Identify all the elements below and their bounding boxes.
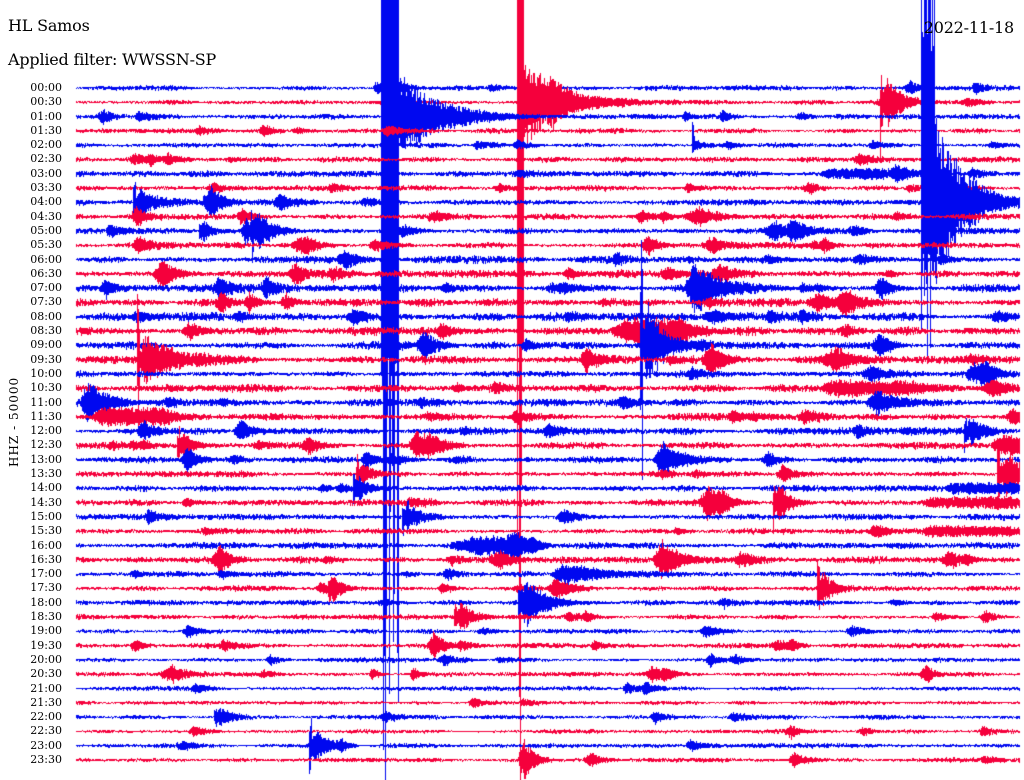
trace-time-label: 05:00 [30, 223, 62, 237]
trace-time-label: 23:00 [30, 738, 62, 752]
trace-time-label: 20:00 [30, 652, 62, 666]
trace-time-label: 02:30 [30, 152, 62, 166]
trace-time-label: 16:00 [30, 538, 62, 552]
trace-time-label: 21:00 [30, 681, 62, 695]
trace-time-label: 19:30 [30, 638, 62, 652]
trace-time-label: 19:00 [30, 624, 62, 638]
trace-time-label: 08:00 [30, 309, 62, 323]
trace-time-label: 04:30 [30, 209, 62, 223]
trace-time-label: 07:00 [30, 281, 62, 295]
trace-time-label: 13:30 [30, 467, 62, 481]
trace-time-label: 00:00 [30, 81, 62, 94]
trace-time-label: 18:00 [30, 595, 62, 609]
trace-time-label: 12:30 [30, 438, 62, 452]
trace-time-label: 01:30 [30, 123, 62, 137]
trace-time-label: 18:30 [30, 610, 62, 624]
trace-time-label: 22:30 [30, 724, 62, 738]
trace-time-label: 11:30 [30, 409, 62, 423]
trace-time-label: 14:00 [30, 481, 62, 495]
trace-time-label: 14:30 [30, 495, 62, 509]
trace-time-label: 13:00 [30, 452, 62, 466]
trace-time-label: 11:00 [30, 395, 62, 409]
trace-time-label: 12:00 [30, 424, 62, 438]
trace-time-label: 00:30 [30, 95, 62, 109]
trace-time-label: 02:00 [30, 138, 62, 152]
time-axis: 00:00 00:30 01:00 01:30 02:00 02:30 03:00 03:30… [0, 0, 62, 780]
trace-time-label: 05:30 [30, 238, 62, 252]
trace-time-label: 07:30 [30, 295, 62, 309]
trace-time-label: 15:00 [30, 509, 62, 523]
filter-label: Applied filter: WWSSN-SP [8, 50, 217, 69]
trace-time-label: 15:30 [30, 524, 62, 538]
trace-time-label: 10:00 [30, 366, 62, 380]
trace-time-label: 09:30 [30, 352, 62, 366]
trace-time-label: 16:30 [30, 552, 62, 566]
trace-time-label: 17:30 [30, 581, 62, 595]
date-label: 2022-11-18 [923, 18, 1014, 37]
trace-time-label: 06:30 [30, 266, 62, 280]
trace-time-label: 20:30 [30, 667, 62, 681]
trace-time-label: 10:30 [30, 381, 62, 395]
trace-time-label: 21:30 [30, 695, 62, 709]
trace-time-label: 09:00 [30, 338, 62, 352]
page-title: HL Samos [8, 16, 90, 35]
trace-time-label: 08:30 [30, 324, 62, 338]
trace-time-label: 04:00 [30, 195, 62, 209]
trace-time-label: 03:00 [30, 166, 62, 180]
trace-time-label: 22:00 [30, 710, 62, 724]
trace-time-label: 01:00 [30, 109, 62, 123]
trace-time-label: 06:00 [30, 252, 62, 266]
trace-time-label: 03:30 [30, 181, 62, 195]
trace-time-label: 17:00 [30, 567, 62, 581]
trace-time-label: 23:30 [30, 753, 62, 766]
